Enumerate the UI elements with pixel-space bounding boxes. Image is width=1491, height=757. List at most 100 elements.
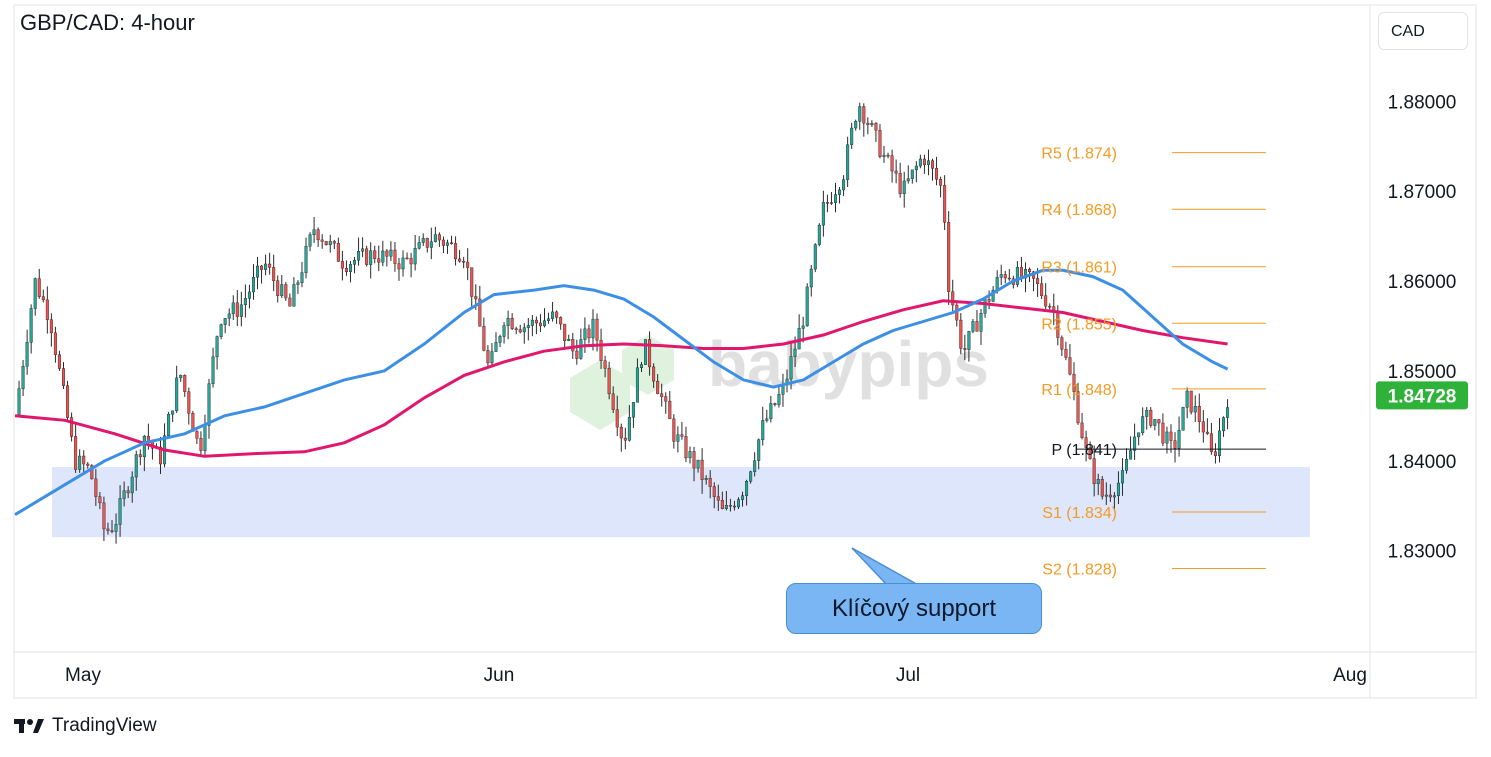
sma-slow-line bbox=[14, 299, 1228, 458]
candle-body-down bbox=[1108, 494, 1112, 498]
candle bbox=[296, 280, 300, 295]
candle-body-down bbox=[276, 280, 280, 296]
candle-body-up bbox=[1133, 436, 1137, 451]
candle-body-up bbox=[29, 308, 33, 343]
candle-body-down bbox=[53, 332, 57, 355]
candle bbox=[514, 326, 518, 335]
candle bbox=[1137, 432, 1141, 446]
candle-body-down bbox=[878, 129, 882, 157]
candle-body-down bbox=[86, 463, 90, 466]
candle-body-down bbox=[664, 396, 668, 402]
candle bbox=[538, 314, 542, 333]
candle-body-up bbox=[801, 325, 805, 329]
candle-body-up bbox=[741, 495, 745, 500]
candle-body-down bbox=[947, 222, 951, 292]
candle-body-down bbox=[409, 258, 413, 265]
candle-body-up bbox=[631, 402, 635, 418]
candle-body-up bbox=[817, 224, 821, 245]
candle-body-up bbox=[1181, 407, 1185, 431]
candle bbox=[732, 500, 736, 511]
candle-body-down bbox=[425, 238, 429, 248]
candle-body-down bbox=[138, 454, 142, 458]
candle-body-down bbox=[1205, 431, 1209, 434]
candle-body-down bbox=[340, 261, 344, 269]
candle-body-down bbox=[963, 348, 967, 350]
candle bbox=[749, 470, 753, 484]
candle-body-down bbox=[126, 490, 130, 494]
candle-body-up bbox=[142, 435, 146, 458]
candle-body-up bbox=[842, 179, 846, 191]
candle-body-down bbox=[773, 403, 777, 405]
candle bbox=[1129, 436, 1133, 460]
candle bbox=[708, 470, 712, 499]
time-axis[interactable]: May Jun Jul Aug bbox=[65, 665, 1367, 686]
candle-body-up bbox=[502, 325, 506, 337]
candle bbox=[639, 361, 643, 373]
candle-body-down bbox=[320, 239, 324, 242]
candle-body-down bbox=[922, 158, 926, 165]
candle-body-up bbox=[805, 286, 809, 327]
candle-body-up bbox=[361, 248, 365, 252]
candle-body-up bbox=[850, 127, 854, 145]
candle-body-down bbox=[1157, 419, 1161, 424]
candle bbox=[183, 374, 187, 397]
candle-body-down bbox=[110, 530, 114, 532]
candle bbox=[195, 430, 199, 445]
candle bbox=[534, 316, 538, 335]
candle bbox=[910, 169, 914, 184]
candle bbox=[122, 481, 126, 507]
price-badge-text: 1.84728 bbox=[1388, 386, 1457, 407]
y-tick-label: 1.87000 bbox=[1388, 182, 1457, 203]
candle-body-down bbox=[458, 258, 462, 262]
candle bbox=[1076, 382, 1080, 425]
candle-body-up bbox=[870, 123, 874, 126]
candle bbox=[1125, 448, 1129, 474]
candle-body-down bbox=[1003, 274, 1007, 279]
candle bbox=[947, 211, 951, 305]
candle-body-down bbox=[874, 123, 878, 131]
currency-selector[interactable]: CAD bbox=[1378, 12, 1468, 50]
candle-body-down bbox=[324, 241, 328, 245]
candle bbox=[542, 308, 546, 328]
candle bbox=[724, 490, 728, 511]
candle bbox=[308, 232, 312, 252]
candle bbox=[676, 426, 680, 453]
candle bbox=[478, 285, 482, 327]
candle-body-down bbox=[235, 302, 239, 317]
candle bbox=[1044, 283, 1048, 310]
sma-fast-line bbox=[14, 268, 1229, 516]
candle bbox=[1040, 276, 1044, 299]
tradingview-brand[interactable]: TradingView bbox=[14, 712, 157, 740]
candle-body-down bbox=[1213, 451, 1217, 456]
candle bbox=[114, 513, 118, 544]
candle-body-down bbox=[708, 477, 712, 487]
candle bbox=[914, 161, 918, 183]
candle bbox=[393, 241, 397, 272]
candle-body-down bbox=[680, 434, 684, 437]
candle bbox=[813, 243, 817, 273]
candle-body-up bbox=[219, 324, 223, 337]
candle-body-up bbox=[991, 289, 995, 302]
candle-body-up bbox=[490, 351, 494, 364]
candle-body-up bbox=[882, 154, 886, 157]
candle bbox=[199, 431, 203, 457]
candle bbox=[17, 380, 21, 418]
candle-body-down bbox=[935, 168, 939, 180]
candle bbox=[797, 314, 801, 350]
candle-body-down bbox=[405, 257, 409, 260]
candle-body-up bbox=[417, 242, 421, 249]
candle-body-down bbox=[587, 328, 591, 339]
price-axis[interactable]: 1.83000 1.84000 1.85000 1.86000 1.87000 1.880… bbox=[1388, 92, 1457, 562]
candle-body-up bbox=[227, 313, 231, 319]
candle bbox=[902, 171, 906, 208]
candle-body-up bbox=[765, 418, 769, 421]
candle-body-down bbox=[575, 350, 579, 359]
candle bbox=[1177, 416, 1181, 457]
candle-body-down bbox=[486, 350, 490, 364]
candle bbox=[518, 324, 522, 334]
candle-body-down bbox=[829, 202, 833, 204]
candle-body-up bbox=[1104, 494, 1108, 497]
candle bbox=[599, 328, 603, 369]
